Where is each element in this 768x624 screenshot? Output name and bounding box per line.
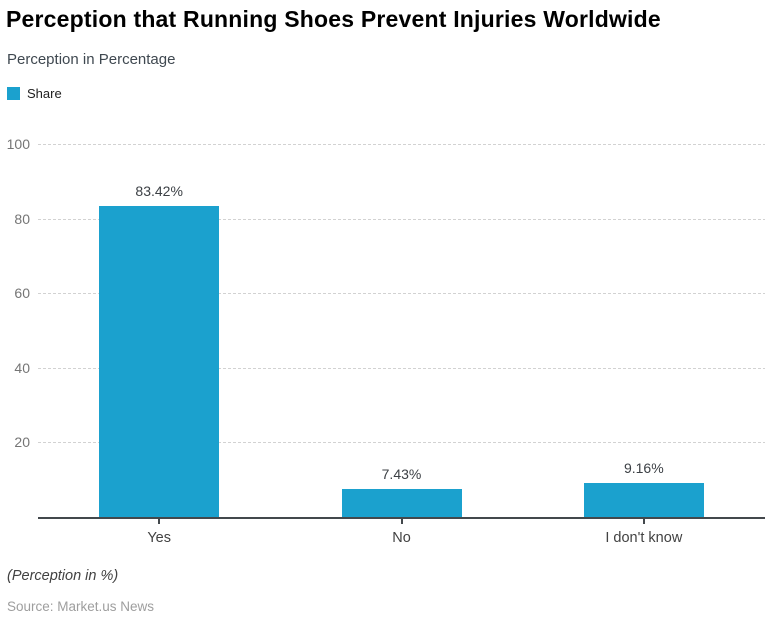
gridline-y-40 xyxy=(38,367,765,369)
gridline-y-20 xyxy=(38,442,765,444)
bar-value-label: 7.43% xyxy=(381,466,422,483)
bar-yes xyxy=(99,205,220,517)
bar-value-label: 9.16% xyxy=(623,459,664,476)
y-axis-tick-label: 40 xyxy=(14,359,30,376)
bar-no xyxy=(341,489,462,517)
x-axis-category-label: Yes xyxy=(147,530,171,546)
y-axis-tick-label: 20 xyxy=(14,434,30,451)
bar-i-don-t-know xyxy=(583,482,704,517)
x-axis-category-label: I don't know xyxy=(605,530,683,546)
x-axis-category-label: No xyxy=(392,530,411,546)
bar-chart: 83.42% 7.43% 9.16% 20 40 60 80 100 Yes No I don't… xyxy=(0,136,768,564)
legend: Share xyxy=(7,86,62,101)
x-axis-tick xyxy=(642,519,645,524)
y-axis-tick-label: 80 xyxy=(14,210,30,227)
plot-area: 83.42% 7.43% 9.16% xyxy=(38,144,765,519)
x-axis-tick xyxy=(400,519,403,524)
gridline-y-80 xyxy=(38,218,765,220)
bar-value-label: 83.42% xyxy=(135,182,183,199)
legend-swatch-share xyxy=(7,87,20,100)
x-axis-tick xyxy=(158,519,161,524)
gridline-y-60 xyxy=(38,293,765,295)
source-attribution: Source: Market.us News xyxy=(7,599,155,614)
legend-label-share: Share xyxy=(27,86,62,101)
gridline-y-100 xyxy=(38,144,765,145)
chart-title: Perception that Running Shoes Prevent In… xyxy=(6,6,661,32)
y-axis-tick-label: 60 xyxy=(14,285,30,302)
chart-subtitle: Perception in Percentage xyxy=(7,51,176,68)
chart-footnote: (Perception in %) xyxy=(7,568,119,584)
y-axis-tick-label: 100 xyxy=(6,136,30,152)
